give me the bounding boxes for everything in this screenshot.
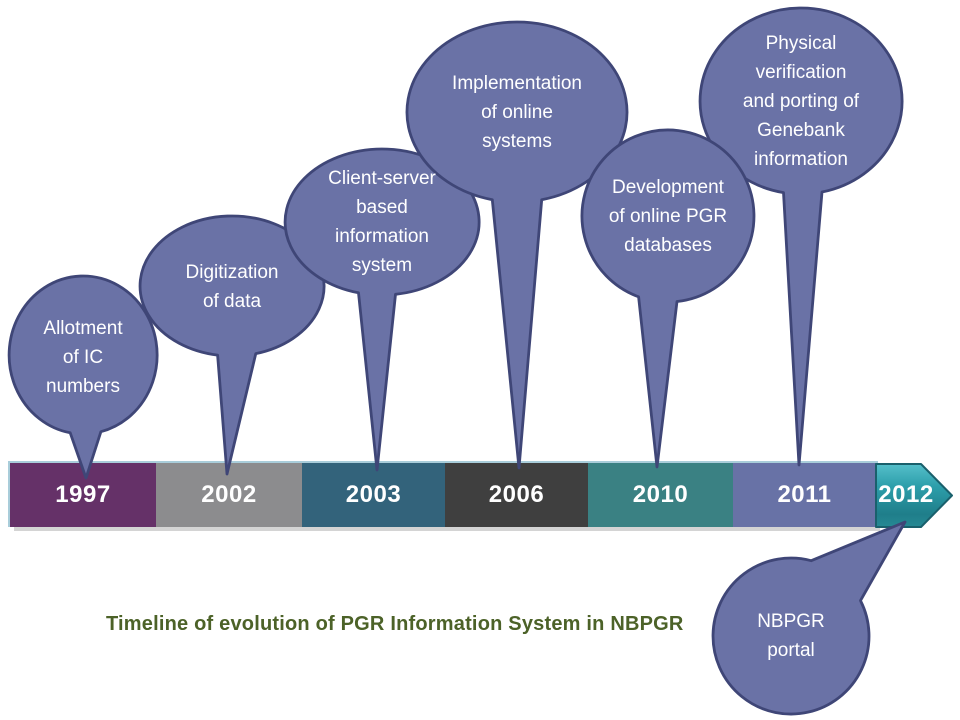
year-label-1997: 1997 (55, 481, 111, 508)
year-label-2006: 2006 (488, 481, 545, 508)
caption: Timeline of evolution of PGR Information… (106, 613, 684, 635)
balloon-label-physical-verification: Physical verification and porting of Gen… (742, 33, 860, 170)
timeline-segment-2003: 2003 (302, 463, 445, 527)
timeline-segment-1997: 1997 (10, 463, 156, 527)
balloon-label-development: Development of online PGR databases (608, 176, 728, 256)
balloon-label-client-server: Client-server based information system (328, 168, 436, 276)
bar-shadow (14, 527, 880, 531)
timeline-segment-2010: 2010 (588, 463, 733, 527)
year-label-2012: 2012 (878, 481, 934, 508)
balloon-label-implementation: Implementation of online systems (452, 72, 582, 152)
timeline-segment-2002: 2002 (156, 463, 302, 527)
year-label-2003: 2003 (345, 481, 402, 508)
year-label-2011: 2011 (777, 481, 832, 508)
year-label-2002: 2002 (201, 481, 257, 508)
balloon-label-allotment: Allotment of IC numbers (43, 317, 123, 397)
timeline-segment-2006: 2006 (445, 463, 588, 527)
timeline-segment-2011: 2011 (733, 463, 876, 527)
year-label-2010: 2010 (632, 481, 689, 508)
balloon-label-nbpgr-portal: NBPGR portal (757, 611, 825, 661)
